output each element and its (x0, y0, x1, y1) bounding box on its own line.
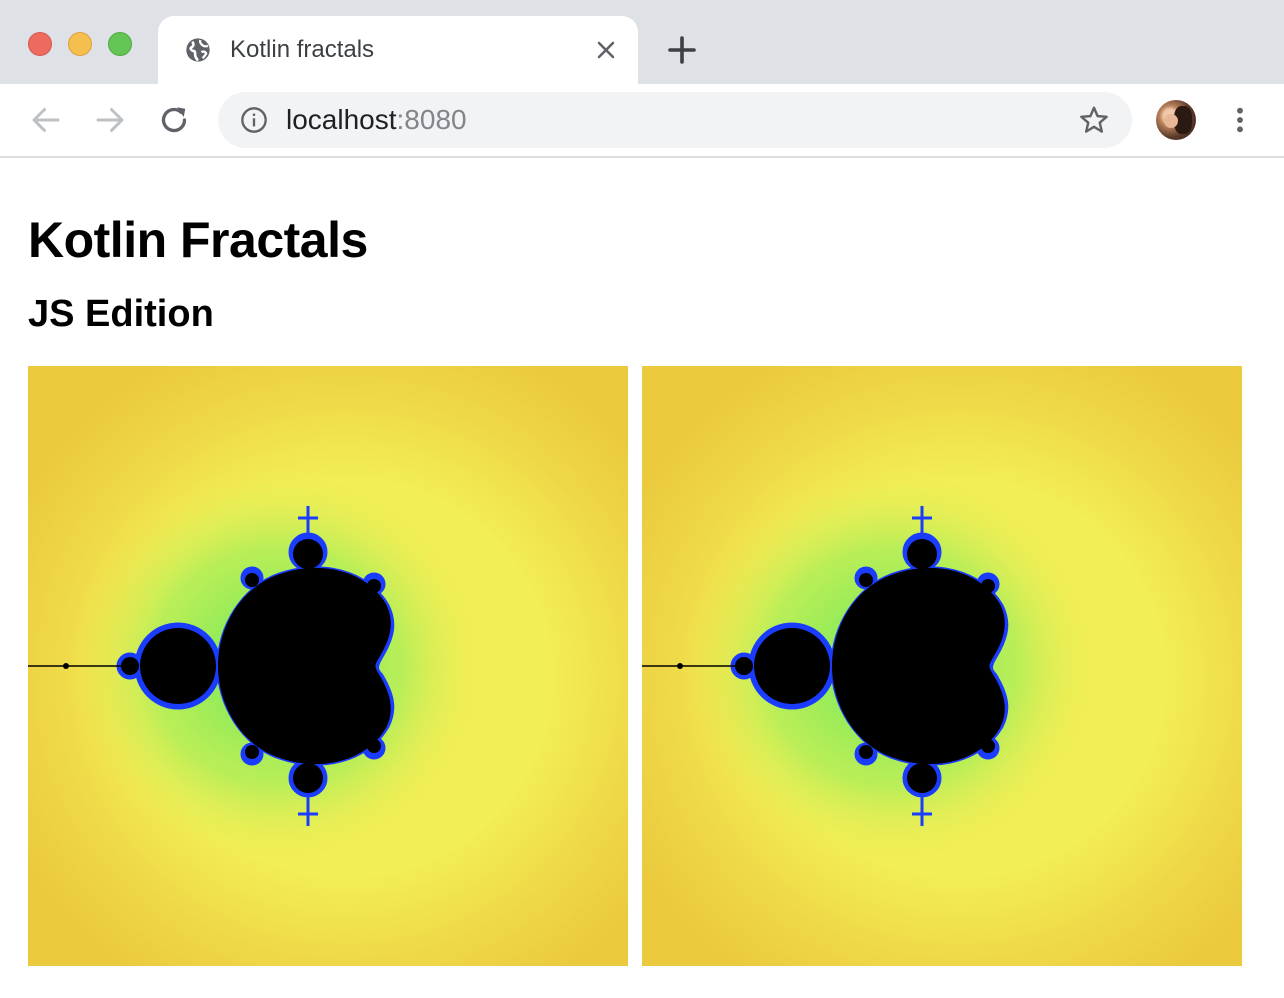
minibrot (63, 663, 69, 669)
close-icon[interactable] (592, 36, 620, 64)
page-content: Kotlin Fractals JS Edition (0, 160, 1284, 998)
url-text: localhost:8080 (286, 104, 467, 136)
avatar-hair (1174, 106, 1192, 134)
mandelbrot-set-right (642, 466, 1102, 866)
url-port: :8080 (396, 104, 467, 135)
window-maximize-button[interactable] (108, 32, 132, 56)
tab-title: Kotlin fractals (230, 36, 375, 63)
tab-strip: Kotlin fractals (0, 0, 1284, 84)
arrow-left-icon[interactable] (28, 102, 64, 138)
profile-avatar[interactable] (1156, 100, 1196, 140)
window-minimize-button[interactable] (68, 32, 92, 56)
minibrot (677, 663, 683, 669)
plus-icon[interactable] (664, 32, 700, 68)
set-body (735, 539, 1005, 793)
page-subtitle: JS Edition (28, 293, 214, 335)
window-close-button[interactable] (28, 32, 52, 56)
url-host: localhost (286, 104, 397, 135)
arrow-right-icon[interactable] (92, 102, 128, 138)
set-body (121, 539, 391, 793)
page-title: Kotlin Fractals (28, 212, 368, 268)
kebab-menu-icon[interactable] (1224, 102, 1256, 138)
star-icon[interactable] (1078, 104, 1110, 136)
browser-toolbar: localhost:8080 (0, 84, 1284, 158)
fractal-canvas-right (642, 366, 1242, 966)
mandelbrot-set-left (28, 466, 488, 866)
browser-tab[interactable]: Kotlin fractals (158, 16, 638, 84)
reload-icon[interactable] (156, 102, 192, 138)
globe-icon (186, 38, 210, 62)
fractal-canvas-left (28, 366, 628, 966)
address-bar[interactable]: localhost:8080 (218, 92, 1132, 148)
info-icon[interactable] (240, 106, 268, 134)
avatar-face (1164, 114, 1178, 128)
